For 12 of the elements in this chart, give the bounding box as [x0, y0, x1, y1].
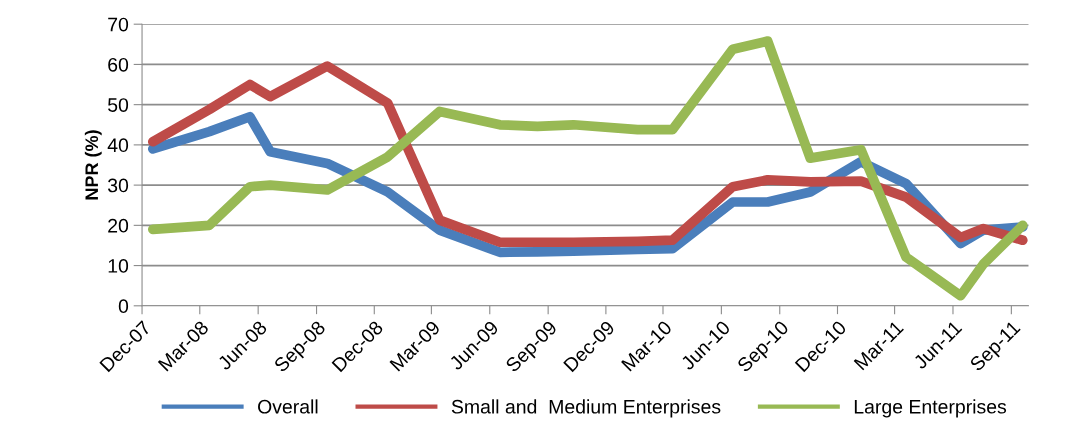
y-tick-label: 10: [108, 259, 129, 273]
y-tick-label: 60: [108, 57, 129, 72]
y-tick-label: 30: [107, 178, 129, 193]
legend-label: Overall: [258, 399, 318, 414]
y-tick-label: 40: [107, 138, 129, 153]
y-tick-label: 70: [108, 17, 129, 32]
y-tick-label: 0: [118, 299, 129, 314]
legend-label: Small and Medium Enterprises: [451, 399, 721, 418]
legend-label: Large Enterprises: [854, 399, 1007, 418]
y-tick-label: 20: [108, 218, 129, 233]
y-tick-label: 50: [108, 98, 129, 112]
y-axis-title: NPR (%): [84, 130, 102, 200]
